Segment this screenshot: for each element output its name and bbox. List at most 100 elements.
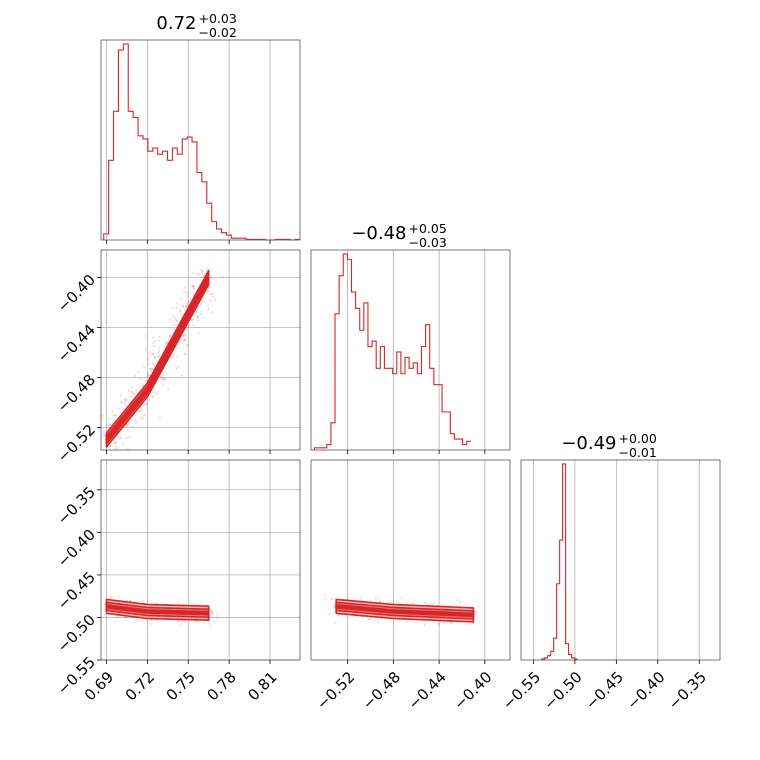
title-lower-error: −0.02	[199, 25, 237, 40]
sample-point	[167, 388, 170, 391]
histogram-steps	[103, 43, 300, 241]
sample-point	[152, 388, 155, 391]
sample-point	[324, 598, 327, 601]
sample-point	[139, 377, 142, 381]
sample-point	[374, 597, 377, 600]
sample-point	[141, 383, 144, 386]
x-tick-label: 0.72	[122, 668, 158, 704]
sample-point	[216, 612, 219, 615]
sample-point	[333, 606, 336, 609]
panel-row2-col2: −0.48 +0.05−0.03	[310, 221, 511, 454]
y-tick-label: −0.40	[54, 526, 99, 571]
sample-point	[102, 432, 105, 435]
sample-point	[210, 610, 213, 613]
sample-point	[182, 334, 185, 337]
sample-point	[168, 334, 171, 337]
x-tick-label: −0.55	[499, 668, 544, 713]
sample-point	[126, 424, 129, 427]
sample-point	[208, 286, 211, 289]
sample-point	[152, 336, 155, 339]
sample-point	[148, 368, 152, 371]
sample-point	[369, 617, 372, 621]
sample-point	[399, 596, 402, 599]
sample-point	[187, 302, 190, 305]
sample-point	[333, 621, 336, 624]
sample-point	[184, 339, 187, 342]
sample-point	[191, 284, 194, 288]
sample-point	[122, 408, 125, 411]
sample-point	[176, 320, 179, 323]
sample-point	[192, 272, 195, 275]
sample-point	[157, 339, 160, 342]
sample-point	[173, 320, 176, 323]
x-tick-label: 0.78	[204, 668, 240, 704]
sample-point	[156, 392, 159, 395]
x-tick-label: −0.35	[665, 668, 710, 713]
sample-point	[207, 289, 210, 293]
sample-point	[158, 416, 161, 420]
sample-point	[199, 303, 202, 306]
y-tick-label: −0.44	[54, 321, 99, 366]
sample-point	[367, 617, 371, 621]
sample-point	[386, 601, 390, 604]
sample-point	[123, 401, 127, 404]
sample-point	[185, 344, 188, 348]
sample-point	[200, 269, 203, 272]
sample-point	[191, 317, 194, 321]
sample-point	[196, 315, 199, 318]
sample-point	[192, 324, 195, 327]
sample-point	[152, 362, 155, 365]
sample-point	[199, 313, 203, 316]
sample-point	[172, 354, 176, 358]
sample-point	[433, 601, 436, 605]
sample-point	[119, 394, 122, 397]
sample-point	[109, 595, 113, 599]
sample-point	[109, 423, 112, 427]
sample-point	[390, 601, 394, 604]
density-contour	[105, 269, 210, 448]
sample-point	[115, 447, 118, 450]
sample-point	[183, 333, 186, 336]
density-contour	[105, 275, 210, 443]
sample-point	[192, 287, 196, 290]
sample-point	[148, 398, 152, 401]
sample-point	[127, 422, 130, 425]
sample-point	[423, 601, 426, 604]
x-tick-label: 0.75	[163, 668, 199, 704]
sample-point	[125, 399, 128, 403]
sample-point	[201, 299, 205, 302]
sample-point	[108, 418, 111, 421]
sample-point	[147, 374, 150, 378]
sample-point	[475, 611, 478, 614]
sample-point	[133, 393, 136, 396]
sample-point	[164, 341, 167, 344]
sample-point	[144, 379, 148, 382]
sample-point	[194, 620, 197, 623]
sample-point	[131, 389, 134, 393]
sample-point	[458, 600, 462, 603]
sample-point	[144, 375, 147, 379]
sample-point	[125, 398, 128, 401]
title-value: −0.48	[351, 223, 406, 244]
sample-point	[126, 447, 129, 450]
sample-point	[165, 341, 169, 344]
sample-point	[359, 596, 362, 599]
sample-point	[190, 285, 194, 288]
sample-point	[151, 353, 155, 356]
x-tick-label: −0.48	[359, 668, 404, 713]
sample-point	[171, 314, 174, 318]
sample-point	[201, 269, 204, 273]
title-value: 0.72	[156, 13, 196, 34]
sample-point	[221, 276, 224, 279]
sample-point	[185, 291, 188, 295]
sample-point	[180, 340, 184, 344]
sample-point	[112, 414, 115, 417]
sample-point	[127, 389, 131, 392]
sample-point	[148, 362, 151, 365]
panel-row3-col2: −0.52 −0.48 −0.44 −0.40	[310, 459, 511, 713]
sample-point	[162, 374, 165, 377]
sample-point	[181, 304, 185, 307]
sample-point	[170, 355, 173, 359]
sample-point	[176, 601, 179, 604]
sample-point	[131, 392, 135, 395]
